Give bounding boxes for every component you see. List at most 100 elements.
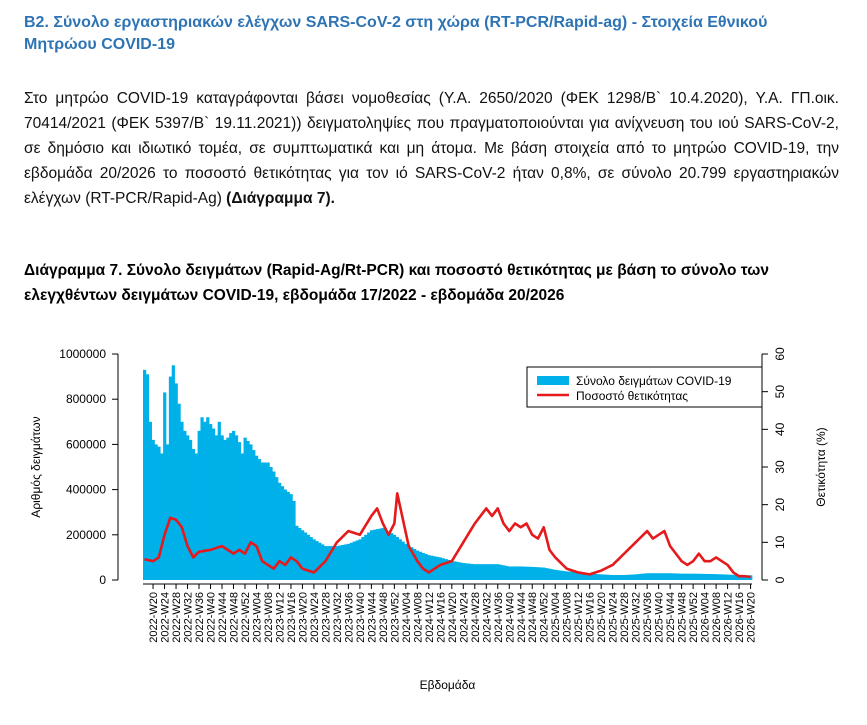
sample-bar [637, 574, 641, 580]
left-tick-label: 200000 [66, 528, 106, 542]
sample-bar [275, 477, 279, 580]
sample-bar [680, 573, 684, 580]
sample-bar [157, 446, 161, 580]
sample-bar [266, 462, 270, 580]
sample-bar [392, 534, 397, 580]
figure-caption: Διάγραμμα 7. Σύνολο δειγμάτων (Rapid-Ag/… [24, 262, 769, 304]
sample-bar [461, 563, 466, 580]
x-ticks: 2022-W20 2022-W24 2022-W28 2022-W32 2022-W36… [148, 584, 758, 643]
x-tick-label: 2025-W28 [619, 592, 631, 643]
sample-bar [349, 542, 354, 580]
x-tick-label: 2022-W28 [171, 592, 183, 643]
sample-bar [487, 564, 491, 580]
x-tick-label: 2023-W08 [263, 592, 275, 643]
sample-bar [685, 573, 690, 580]
sample-bar [191, 448, 196, 580]
sample-bar [594, 574, 598, 580]
sample-bar [249, 444, 253, 580]
sample-bar [312, 539, 316, 580]
sample-bar [168, 376, 173, 580]
sample-bar [513, 566, 517, 580]
sample-bar [151, 439, 155, 580]
sample-bar [177, 403, 181, 580]
x-tick-label: 2026-W04 [700, 592, 712, 643]
legend-label-positivity: Ποσοστό θετικότητας [576, 389, 688, 403]
sample-bar [229, 433, 233, 580]
x-tick-label: 2024-W48 [527, 592, 539, 643]
sample-bar [255, 455, 259, 580]
sample-bar [467, 563, 471, 580]
legend-swatch-samples [537, 376, 569, 385]
sample-bar [160, 453, 164, 580]
sample-bar [740, 575, 744, 580]
x-tick-label: 2023-W52 [389, 592, 401, 643]
sample-bar [364, 534, 368, 580]
x-tick-label: 2022-W20 [148, 592, 160, 643]
right-tick-label: 0 [773, 576, 787, 583]
sample-bar [502, 565, 506, 580]
right-y-ticks: 0 10 20 30 40 50 60 [762, 347, 787, 583]
x-tick-label: 2025-W40 [654, 592, 666, 643]
sample-bar [298, 528, 302, 580]
sample-bar [214, 435, 219, 580]
sample-bar [413, 548, 417, 580]
sample-bar [387, 531, 391, 580]
sample-bar [568, 571, 572, 580]
x-tick-label: 2024-W36 [493, 592, 505, 643]
x-tick-label: 2024-W16 [435, 592, 447, 643]
sample-bar [720, 574, 724, 580]
sample-bar [605, 574, 609, 580]
sample-bar [421, 552, 425, 580]
sample-bar [697, 573, 701, 580]
sample-bar [447, 559, 451, 580]
sample-bar [378, 528, 382, 580]
right-tick-label: 10 [773, 535, 787, 549]
sample-bar [559, 570, 563, 580]
x-tick-label: 2023-W20 [297, 592, 309, 643]
sample-bar [358, 539, 362, 580]
sample-bar [726, 574, 730, 580]
sample-bar [329, 546, 333, 580]
sample-bar [694, 573, 698, 580]
sample-bar [278, 482, 282, 580]
sample-bar [381, 528, 385, 580]
sample-bar [344, 544, 348, 580]
sample-bar [384, 529, 388, 580]
sample-bar [530, 566, 535, 580]
x-tick-label: 2022-W40 [206, 592, 218, 643]
sample-bar [734, 574, 738, 580]
sample-bar [536, 567, 540, 580]
sample-bar [510, 566, 514, 580]
x-tick-label: 2023-W16 [286, 592, 298, 643]
x-tick-label: 2026-W08 [711, 592, 723, 643]
sample-bar [283, 489, 287, 580]
legend: Σύνολο δειγμάτων COVID-19 Ποσοστό θετικό… [526, 366, 763, 408]
sample-bar [651, 573, 655, 580]
sample-bar [188, 439, 193, 580]
sample-bar [476, 564, 480, 580]
x-tick-label: 2025-W44 [665, 592, 677, 643]
sample-bar [522, 566, 526, 580]
sample-bar [260, 462, 264, 580]
sample-bar [714, 574, 718, 580]
sample-bar [295, 525, 299, 580]
right-axis-label: Θετικότητα (%) [814, 427, 828, 506]
sample-bar [372, 529, 377, 580]
sample-bar [622, 575, 626, 580]
x-tick-label: 2025-W08 [562, 592, 574, 643]
sample-bar [458, 562, 463, 580]
sample-bar [361, 537, 365, 580]
x-tick-label: 2025-W12 [573, 592, 585, 643]
sample-bar [625, 574, 629, 580]
sample-bar [602, 574, 606, 580]
section-heading: B2. Σύνολο εργαστηριακών ελέγχων SARS-Co… [24, 14, 768, 53]
x-tick-label: 2024-W12 [424, 592, 436, 643]
sample-bar [286, 491, 290, 580]
sample-bar [375, 529, 379, 580]
sample-bar [688, 573, 693, 580]
x-tick-label: 2022-W36 [194, 592, 206, 643]
sample-bar [582, 572, 586, 580]
sample-bar [479, 564, 483, 580]
x-tick-label: 2024-W04 [401, 592, 413, 643]
sample-bar [143, 369, 147, 580]
